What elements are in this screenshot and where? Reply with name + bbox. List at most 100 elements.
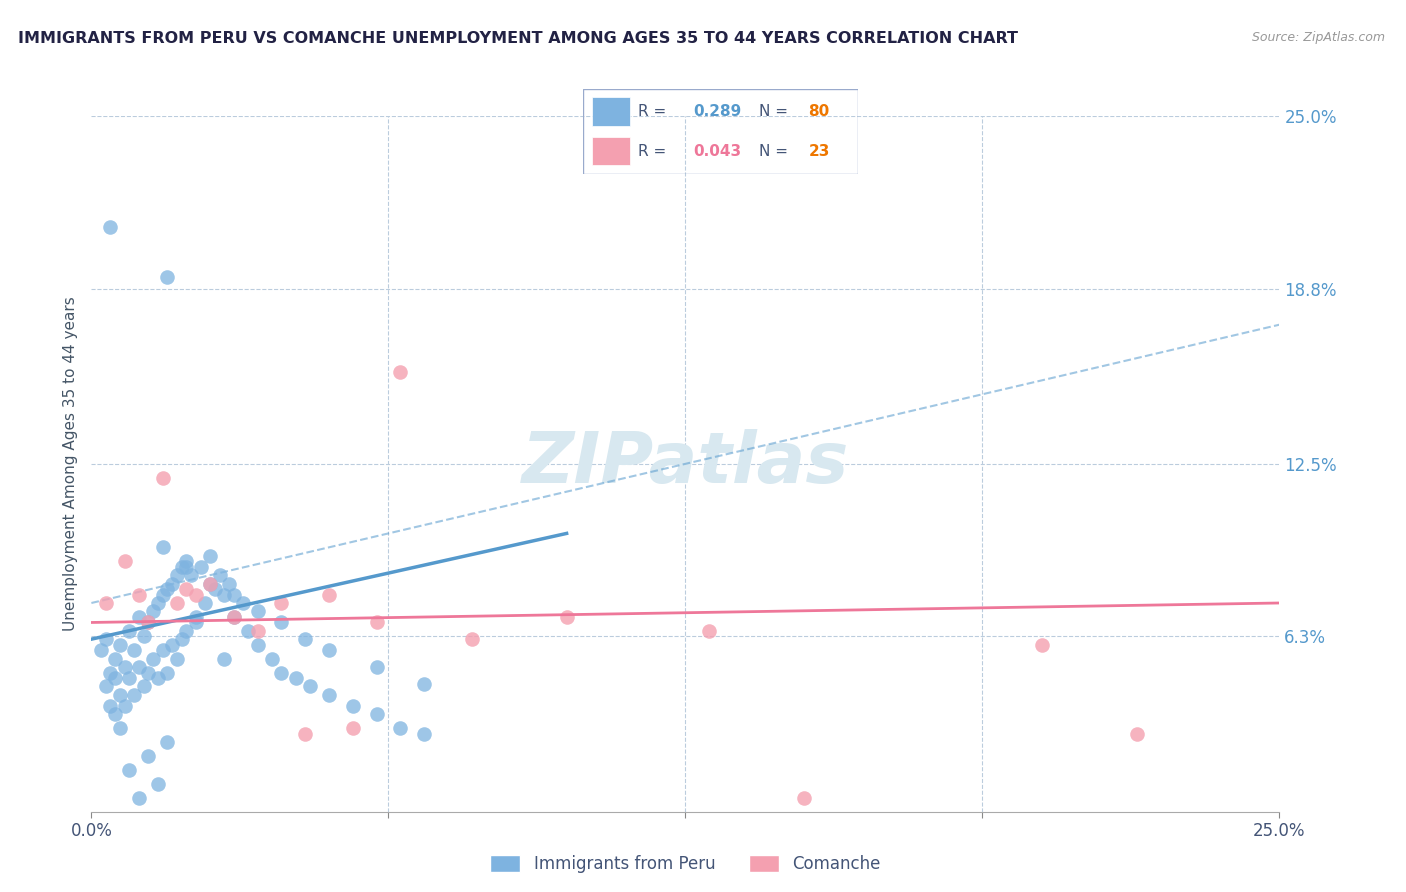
Point [114, 698, 136, 713]
Point [100, 665, 122, 680]
Point [214, 651, 236, 665]
Text: R =: R = [638, 144, 672, 159]
Point [389, 721, 412, 735]
Point [1031, 638, 1053, 652]
Point [246, 604, 269, 618]
Point [142, 604, 165, 618]
Point [460, 632, 482, 647]
Point [180, 568, 202, 582]
Point [176, 624, 198, 638]
Point [108, 638, 131, 652]
Legend: Immigrants from Peru, Comanche: Immigrants from Peru, Comanche [484, 848, 887, 880]
Point [156, 582, 179, 596]
Point [194, 596, 217, 610]
Point [176, 582, 198, 596]
Point [160, 576, 183, 591]
Point [100, 698, 122, 713]
Point [260, 651, 283, 665]
Point [156, 735, 179, 749]
Point [176, 559, 198, 574]
Point [232, 596, 254, 610]
Point [132, 629, 155, 643]
Point [152, 643, 174, 657]
Point [218, 576, 240, 591]
Point [318, 688, 340, 702]
Point [138, 615, 160, 630]
Point [108, 721, 131, 735]
Point [90, 643, 112, 657]
Text: 0.289: 0.289 [693, 103, 741, 119]
Point [132, 680, 155, 694]
Text: N =: N = [759, 103, 793, 119]
Text: IMMIGRANTS FROM PERU VS COMANCHE UNEMPLOYMENT AMONG AGES 35 TO 44 YEARS CORRELAT: IMMIGRANTS FROM PERU VS COMANCHE UNEMPLO… [18, 31, 1018, 46]
Point [1126, 727, 1149, 741]
Point [138, 749, 160, 764]
Point [94, 680, 117, 694]
Point [270, 615, 292, 630]
Point [246, 638, 269, 652]
Point [104, 707, 127, 722]
Point [156, 665, 179, 680]
Point [342, 698, 364, 713]
Point [176, 554, 198, 568]
Point [413, 676, 436, 690]
Text: 80: 80 [808, 103, 830, 119]
Text: 0.043: 0.043 [693, 144, 741, 159]
Y-axis label: Unemployment Among Ages 35 to 44 years: Unemployment Among Ages 35 to 44 years [63, 296, 79, 632]
Point [152, 471, 174, 485]
Point [389, 365, 412, 379]
Point [222, 610, 245, 624]
Point [122, 688, 145, 702]
Point [318, 643, 340, 657]
Point [208, 568, 231, 582]
Point [204, 582, 226, 596]
Point [138, 665, 160, 680]
Point [342, 721, 364, 735]
Point [108, 688, 131, 702]
Point [138, 615, 160, 630]
Point [298, 680, 321, 694]
Point [222, 588, 245, 602]
Point [294, 727, 316, 741]
Point [146, 671, 169, 685]
Point [122, 643, 145, 657]
Point [114, 554, 136, 568]
Point [366, 660, 388, 674]
Point [200, 576, 222, 591]
Point [246, 624, 269, 638]
Bar [592, 136, 630, 165]
Point [114, 660, 136, 674]
Point [128, 790, 150, 805]
Point [152, 541, 174, 555]
Point [118, 624, 141, 638]
Point [270, 665, 292, 680]
Point [94, 632, 117, 647]
Point [166, 596, 188, 610]
Point [128, 660, 150, 674]
Point [284, 671, 307, 685]
Point [128, 588, 150, 602]
Point [128, 610, 150, 624]
Point [555, 610, 578, 624]
Point [200, 549, 222, 563]
Point [118, 763, 141, 777]
Point [142, 651, 165, 665]
Text: R =: R = [638, 103, 672, 119]
Point [222, 610, 245, 624]
Text: 23: 23 [808, 144, 830, 159]
Point [184, 615, 207, 630]
Point [214, 588, 236, 602]
Point [100, 220, 122, 235]
Point [793, 790, 815, 805]
Point [166, 568, 188, 582]
Point [184, 588, 207, 602]
Text: ZIPatlas: ZIPatlas [522, 429, 849, 499]
Point [190, 559, 212, 574]
Point [146, 596, 169, 610]
Point [94, 596, 117, 610]
Bar [592, 97, 630, 126]
Point [156, 270, 179, 285]
Point [366, 707, 388, 722]
Point [294, 632, 316, 647]
Point [318, 588, 340, 602]
